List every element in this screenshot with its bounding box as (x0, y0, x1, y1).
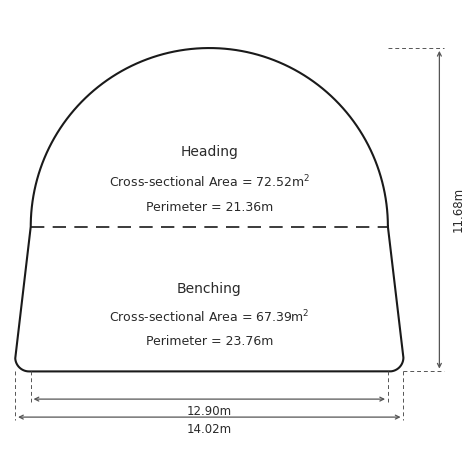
Text: Benching: Benching (177, 282, 242, 296)
Text: 14.02m: 14.02m (187, 423, 232, 436)
Text: Cross-sectional Area = 72.52m$^{2}$: Cross-sectional Area = 72.52m$^{2}$ (109, 174, 310, 190)
Text: Heading: Heading (181, 145, 238, 159)
Text: 11.68m: 11.68m (452, 187, 465, 232)
Text: Cross-sectional Area = 67.39m$^{2}$: Cross-sectional Area = 67.39m$^{2}$ (109, 309, 310, 325)
Text: 12.90m: 12.90m (187, 405, 232, 418)
Text: Perimeter = 23.76m: Perimeter = 23.76m (146, 336, 273, 349)
Text: Perimeter = 21.36m: Perimeter = 21.36m (146, 201, 273, 214)
